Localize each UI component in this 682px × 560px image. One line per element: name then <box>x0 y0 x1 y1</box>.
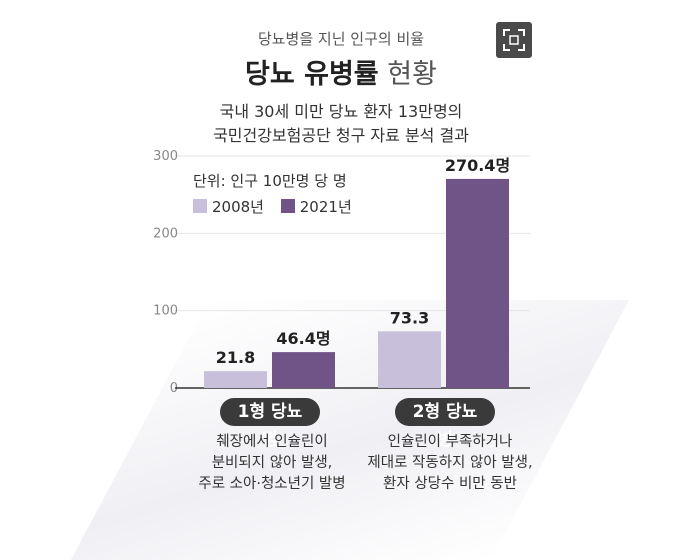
legend-label-2008: 2008년 <box>212 198 264 216</box>
data-label-2008년-1: 73.3 <box>390 308 429 327</box>
data-label-2008년-0: 21.8 <box>216 348 255 367</box>
note-type2: 인슐린이 부족하거나 제대로 작동하지 않아 발생, 환자 상당수 비만 동반 <box>367 434 533 492</box>
expand-icon <box>503 29 525 51</box>
unit-label: 단위: 인구 10만명 당 명 <box>193 172 347 190</box>
y-tick-label-100: 100 <box>153 304 178 319</box>
chart-title-strong: 당뇨 유병률 <box>245 59 379 90</box>
legend-item-2008: 2008년 <box>193 196 264 217</box>
y-tick-label-300: 300 <box>153 149 178 164</box>
category-label-type2: 2형 당뇨병 <box>395 398 495 450</box>
category-label-type1: 1형 당뇨병 <box>220 398 320 450</box>
legend-item-2021: 2021년 <box>280 196 352 217</box>
bar-2021년-0 <box>272 352 335 388</box>
bar-chart: 0 100 200 300 21.8 73.3 46.4명 270.4명 <box>153 149 530 396</box>
infographic: 당뇨병을 지닌 인구의 비율 당뇨 유병률 현황 국내 30세 미만 당뇨 환자… <box>0 22 682 560</box>
bar-2008년-0 <box>204 371 267 388</box>
data-label-2021년-1: 270.4명 <box>445 156 510 175</box>
legend-label-2021: 2021년 <box>299 198 352 216</box>
bar-2008년-1 <box>378 331 441 388</box>
chart-title: 당뇨 유병률 현황 <box>0 52 682 91</box>
legend: 2008년 2021년 <box>193 196 364 218</box>
bar-2021년-1 <box>446 178 509 388</box>
note-type1: 췌장에서 인슐린이 분비되지 않아 발생, 주로 소아·청소년기 발병 <box>198 434 346 492</box>
description-line-2: 국민건강보험공단 청구 자료 분석 결과 <box>213 126 469 145</box>
y-tick-label-0: 0 <box>170 381 178 396</box>
chart-title-light: 현황 <box>387 59 437 90</box>
y-tick-label-200: 200 <box>153 226 178 241</box>
legend-swatch-2008 <box>193 199 207 213</box>
description-line-1: 국내 30세 미만 당뇨 환자 13만명의 <box>219 102 463 121</box>
chart-subtitle: 당뇨병을 지닌 인구의 비율 <box>257 30 425 48</box>
data-label-2021년-0: 46.4명 <box>276 329 330 348</box>
expand-button[interactable] <box>496 22 532 58</box>
legend-swatch-2021 <box>280 199 295 213</box>
